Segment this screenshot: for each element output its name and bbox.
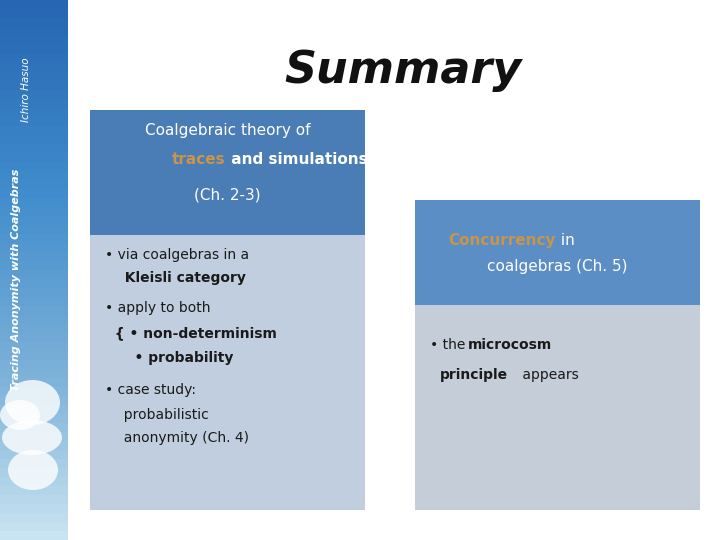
Bar xyxy=(0,531,68,540)
Text: • via coalgebras in a: • via coalgebras in a xyxy=(105,248,249,262)
Bar xyxy=(0,495,68,504)
Text: Summary: Summary xyxy=(284,49,522,91)
Bar xyxy=(0,99,68,108)
Text: Kleisli category: Kleisli category xyxy=(115,271,246,285)
Bar xyxy=(0,90,68,99)
Text: { • non-determinism: { • non-determinism xyxy=(105,326,277,340)
Text: principle: principle xyxy=(440,368,508,382)
Bar xyxy=(0,225,68,234)
Bar xyxy=(0,162,68,171)
Bar xyxy=(0,126,68,135)
Bar xyxy=(0,36,68,45)
Bar xyxy=(0,117,68,126)
Bar xyxy=(415,200,700,305)
Bar xyxy=(0,360,68,369)
Bar xyxy=(0,18,68,27)
Bar xyxy=(0,306,68,315)
Bar xyxy=(0,288,68,297)
Bar xyxy=(90,110,365,235)
Bar xyxy=(0,351,68,360)
Bar xyxy=(0,315,68,324)
Bar xyxy=(0,387,68,396)
Text: Coalgebraic theory of: Coalgebraic theory of xyxy=(145,123,310,138)
Bar xyxy=(0,0,68,9)
Bar xyxy=(0,279,68,288)
Text: probabilistic: probabilistic xyxy=(115,408,209,422)
Bar xyxy=(0,432,68,441)
Bar xyxy=(0,396,68,405)
Bar xyxy=(0,324,68,333)
Bar xyxy=(0,207,68,216)
Text: in: in xyxy=(556,233,575,248)
Text: • probability: • probability xyxy=(115,351,233,365)
Bar xyxy=(0,216,68,225)
Bar xyxy=(0,72,68,81)
Bar xyxy=(0,378,68,387)
Bar xyxy=(90,235,365,510)
Text: and simulations: and simulations xyxy=(225,152,367,167)
Bar xyxy=(0,261,68,270)
Bar xyxy=(0,45,68,54)
Bar xyxy=(0,180,68,189)
Text: anonymity (Ch. 4): anonymity (Ch. 4) xyxy=(115,431,249,445)
Bar xyxy=(415,305,700,510)
Text: • the: • the xyxy=(430,338,469,352)
Bar xyxy=(0,369,68,378)
Text: traces: traces xyxy=(172,152,225,167)
Text: coalgebras (Ch. 5): coalgebras (Ch. 5) xyxy=(487,259,628,274)
Bar xyxy=(0,459,68,468)
Text: Ichiro Hasuo: Ichiro Hasuo xyxy=(21,58,31,123)
Bar xyxy=(0,405,68,414)
Bar xyxy=(0,27,68,36)
Bar xyxy=(0,54,68,63)
Bar xyxy=(0,414,68,423)
Bar xyxy=(0,333,68,342)
Bar xyxy=(0,486,68,495)
Bar xyxy=(0,9,68,18)
Bar xyxy=(0,441,68,450)
Text: Tracing Anonymity with Coalgebras: Tracing Anonymity with Coalgebras xyxy=(11,169,21,391)
Bar xyxy=(0,63,68,72)
Bar xyxy=(0,423,68,432)
Text: appears: appears xyxy=(518,368,579,382)
Bar xyxy=(0,153,68,162)
Ellipse shape xyxy=(8,450,58,490)
Bar xyxy=(0,522,68,531)
Text: • case study:: • case study: xyxy=(105,383,196,397)
Bar xyxy=(0,81,68,90)
Bar xyxy=(0,189,68,198)
Bar xyxy=(0,270,68,279)
Text: • apply to both: • apply to both xyxy=(105,301,210,315)
Ellipse shape xyxy=(2,420,62,455)
Text: Concurrency: Concurrency xyxy=(448,233,556,248)
Bar xyxy=(0,297,68,306)
Bar xyxy=(0,513,68,522)
Bar xyxy=(0,450,68,459)
Bar xyxy=(0,243,68,252)
Bar xyxy=(0,504,68,513)
Bar xyxy=(0,252,68,261)
Bar xyxy=(0,477,68,486)
Ellipse shape xyxy=(5,380,60,425)
Bar xyxy=(0,108,68,117)
Text: microcosm: microcosm xyxy=(468,338,552,352)
Bar xyxy=(0,144,68,153)
Bar xyxy=(0,135,68,144)
Bar xyxy=(0,342,68,351)
Bar xyxy=(0,468,68,477)
Bar xyxy=(0,198,68,207)
Text: (Ch. 2-3): (Ch. 2-3) xyxy=(194,187,261,202)
Ellipse shape xyxy=(0,400,40,430)
Bar xyxy=(0,171,68,180)
Bar xyxy=(0,234,68,243)
